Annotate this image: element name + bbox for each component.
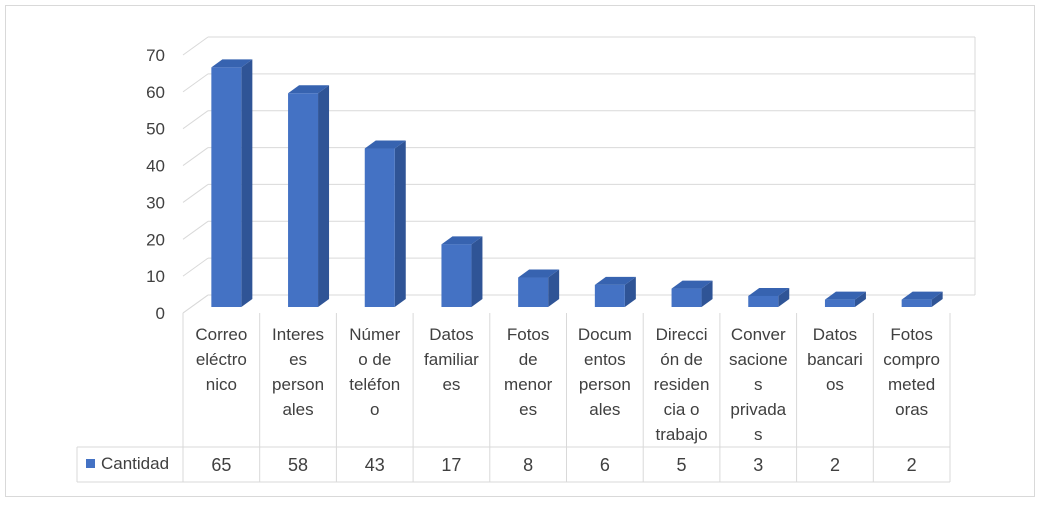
bar-group bbox=[824, 291, 866, 307]
data-table: Correo eléctro nico Interes es person ales Núme… bbox=[76, 313, 951, 483]
gridline-depth bbox=[182, 294, 209, 314]
x-category-label: Interes es person ales bbox=[272, 325, 324, 419]
data-label: 58 bbox=[288, 455, 308, 475]
bar bbox=[901, 299, 932, 307]
bar bbox=[211, 67, 242, 307]
bar-side bbox=[854, 291, 866, 307]
bar-group bbox=[748, 287, 790, 307]
x-category-label: Conver sacione s privada s bbox=[729, 325, 788, 444]
x-category-label: Datos familiar es bbox=[424, 325, 479, 394]
bar-group bbox=[211, 59, 253, 307]
bar-top bbox=[288, 85, 330, 94]
bar-group bbox=[901, 291, 943, 307]
y-tick-label: 0 bbox=[156, 304, 165, 323]
y-tick-label: 40 bbox=[146, 157, 165, 176]
bar-top bbox=[364, 140, 406, 149]
data-label: 2 bbox=[830, 455, 840, 475]
bar-group bbox=[288, 85, 330, 307]
bar-group bbox=[594, 276, 636, 307]
data-label: 17 bbox=[441, 455, 461, 475]
y-tick-label: 50 bbox=[146, 120, 165, 139]
x-category-label: Fotos de menor es bbox=[504, 325, 553, 419]
bar-side bbox=[471, 236, 483, 307]
bar-group bbox=[364, 140, 406, 307]
chart-frame bbox=[5, 5, 1035, 497]
data-label: 2 bbox=[907, 455, 917, 475]
bar bbox=[824, 299, 855, 307]
gridlines bbox=[182, 36, 976, 314]
bar bbox=[671, 288, 702, 307]
gridline-depth bbox=[182, 257, 209, 277]
bar-side bbox=[931, 291, 943, 307]
bar-top bbox=[211, 59, 253, 68]
gridline-depth bbox=[182, 36, 209, 56]
gridline-depth bbox=[182, 110, 209, 130]
x-category-label: Datos bancari os bbox=[807, 325, 863, 394]
bar bbox=[364, 148, 395, 307]
x-category-label: Númer o de teléfon o bbox=[349, 325, 400, 419]
data-label: 8 bbox=[523, 455, 533, 475]
bar-side bbox=[394, 140, 406, 307]
x-category-label: Docum entos person ales bbox=[578, 325, 632, 419]
bar-side bbox=[241, 59, 253, 307]
bar-top bbox=[824, 291, 866, 300]
bar-top bbox=[748, 287, 790, 296]
data-label: 43 bbox=[365, 455, 385, 475]
gridline-depth bbox=[182, 73, 209, 93]
x-category-label: Direcci ón de residen cia o trabajo bbox=[654, 325, 710, 444]
bar-top bbox=[594, 276, 636, 285]
bar-side bbox=[778, 287, 790, 307]
bar bbox=[518, 277, 549, 307]
gridline-depth bbox=[182, 220, 209, 240]
y-tick-label: 30 bbox=[146, 193, 165, 212]
bar bbox=[748, 295, 779, 307]
bar-top bbox=[518, 269, 560, 278]
bar-group bbox=[671, 280, 713, 307]
legend-swatch bbox=[86, 459, 95, 468]
bar-side bbox=[624, 276, 636, 307]
data-label: 3 bbox=[753, 455, 763, 475]
bars bbox=[211, 59, 943, 307]
bar-top bbox=[671, 280, 713, 289]
bar-group bbox=[441, 236, 483, 307]
data-label: 65 bbox=[211, 455, 231, 475]
legend-label: Cantidad bbox=[101, 454, 169, 473]
bar bbox=[594, 284, 625, 307]
bar-group bbox=[518, 269, 560, 307]
y-tick-label: 60 bbox=[146, 83, 165, 102]
data-label: 6 bbox=[600, 455, 610, 475]
y-tick-label: 20 bbox=[146, 230, 165, 249]
bar-side bbox=[548, 269, 560, 307]
bar-side bbox=[701, 280, 713, 307]
y-tick-label: 10 bbox=[146, 267, 165, 286]
x-category-label: Correo eléctro nico bbox=[195, 325, 247, 394]
gridline-depth bbox=[182, 184, 209, 203]
y-tick-label: 70 bbox=[146, 46, 165, 65]
bar bbox=[441, 244, 472, 307]
bar bbox=[288, 93, 319, 307]
bar-top bbox=[441, 236, 483, 245]
y-axis-ticks: 0 10 20 30 40 50 60 70 bbox=[146, 46, 165, 323]
data-label: 5 bbox=[677, 455, 687, 475]
bar-top bbox=[901, 291, 943, 300]
gridline-depth bbox=[182, 147, 209, 166]
x-category-label: Fotos compro meted oras bbox=[883, 325, 940, 419]
bar-side bbox=[318, 85, 330, 307]
